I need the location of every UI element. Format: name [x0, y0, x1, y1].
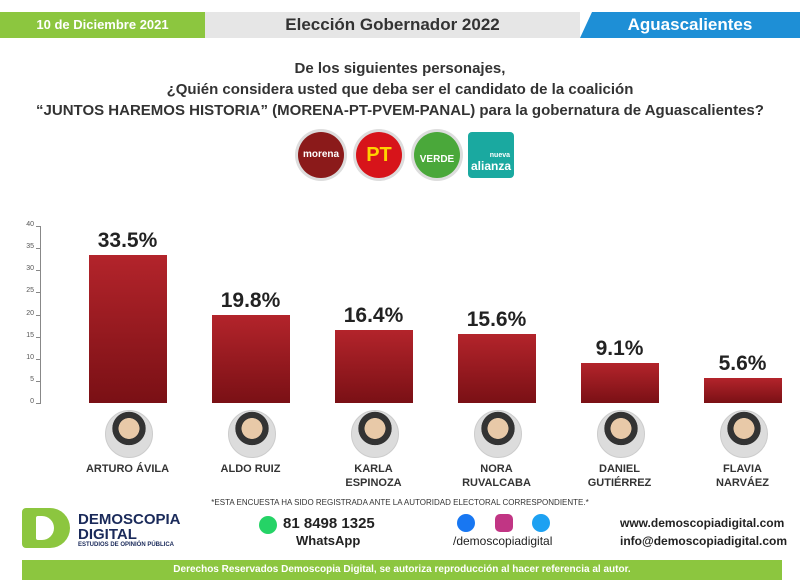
- header-title: Elección Gobernador 2022: [205, 12, 580, 38]
- y-tick: [36, 270, 41, 272]
- y-tick: [36, 403, 41, 404]
- whatsapp-icon: [259, 516, 277, 534]
- party-logo: VERDE: [414, 132, 460, 178]
- y-tick: [36, 380, 41, 382]
- x-tick-label: KARLA ESPINOZA: [345, 463, 402, 489]
- y-tick-label: 0: [30, 398, 34, 405]
- bar: [580, 362, 659, 403]
- y-tick-label: 20: [26, 309, 34, 317]
- candidate-photo: [719, 410, 768, 458]
- x-tick-label: DANIEL GUTIÉRREZ: [587, 463, 652, 489]
- website: www.demoscopiadigital.com: [620, 516, 785, 530]
- brand-icon: [22, 508, 70, 548]
- y-tick-label: 15: [26, 331, 34, 339]
- x-tick-label: ARTURO ÁVILA: [85, 463, 170, 475]
- value-label: 33.5%: [97, 228, 158, 252]
- facebook-icon[interactable]: [457, 514, 475, 532]
- header-state: Aguascalientes: [580, 12, 800, 38]
- copyright: Derechos Reservados Demoscopia Digital, …: [22, 560, 782, 580]
- y-tick: [36, 292, 41, 294]
- phone: 81 8498 1325: [283, 515, 375, 532]
- bar: [88, 254, 167, 403]
- y-tick-label: 10: [26, 353, 34, 361]
- party-logo: morena: [298, 132, 344, 178]
- question-line: “JUNTOS HAREMOS HISTORIA” (MORENA-PT-PVE…: [36, 102, 764, 119]
- y-tick: [36, 248, 41, 250]
- question-line: De los siguientes personajes,: [294, 60, 506, 77]
- candidate-photo: [104, 410, 153, 458]
- y-tick-label: 25: [26, 287, 34, 295]
- brand-name: DIGITAL: [78, 526, 137, 543]
- bar: [334, 330, 413, 403]
- note: *ESTA ENCUESTA HA SIDO REGISTRADA ANTE L…: [211, 498, 589, 507]
- y-tick-label: 30: [26, 265, 34, 273]
- instagram-icon[interactable]: [495, 514, 513, 532]
- x-tick-label: FLAVIA NARVÁEZ: [716, 463, 769, 489]
- y-tick: [36, 314, 41, 316]
- bar: [457, 333, 536, 403]
- y-tick-label: 35: [26, 243, 34, 251]
- bar: [211, 315, 290, 403]
- value-label: 5.6%: [718, 352, 767, 376]
- whatsapp-label: WhatsApp: [296, 533, 361, 548]
- x-tick-label: NORA RUVALCABA: [462, 463, 531, 489]
- value-label: 9.1%: [595, 336, 644, 360]
- y-tick: [36, 226, 41, 227]
- brand-name: DEMOSCOPIA: [78, 511, 181, 528]
- twitter-icon[interactable]: [532, 514, 550, 532]
- value-label: 15.6%: [466, 307, 527, 331]
- x-tick-label: ALDO RUIZ: [220, 463, 281, 475]
- y-tick-label: 40: [26, 221, 34, 228]
- bar: [703, 378, 782, 403]
- header-date: 10 de Diciembre 2021: [0, 12, 205, 38]
- party-logo: PT: [356, 132, 402, 178]
- value-label: 19.8%: [220, 289, 281, 313]
- brand-tagline: ESTUDIOS DE OPINIÓN PÚBLICA: [78, 542, 175, 548]
- y-tick: [36, 336, 41, 338]
- candidate-photo: [473, 410, 522, 458]
- candidate-photo: [350, 410, 399, 458]
- social-handle: /demoscopiadigital: [453, 534, 553, 548]
- party-logo-text: nueva: [489, 152, 510, 159]
- party-logo: nueva alianza: [468, 132, 514, 178]
- candidate-photo: [596, 410, 645, 458]
- email: info@demoscopiadigital.com: [620, 534, 788, 548]
- party-logo-text: alianza: [470, 159, 512, 173]
- y-tick-label: 5: [30, 375, 34, 383]
- value-label: 16.4%: [343, 304, 404, 328]
- question-line: ¿Quién considera usted que deba ser el c…: [166, 81, 634, 98]
- chart: 0 5 10 15 20 25 30 35 40 33.5% ARTURO ÁVILA 19.8% AL…: [26, 221, 782, 489]
- y-tick: [36, 358, 41, 360]
- candidate-photo: [227, 410, 276, 458]
